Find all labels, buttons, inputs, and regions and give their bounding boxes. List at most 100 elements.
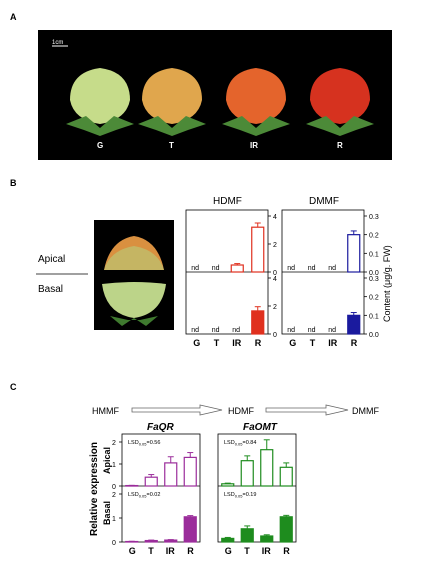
fruit-sepals <box>306 116 374 136</box>
y-tick-label: 4 <box>273 276 277 283</box>
nd-label: nd <box>287 327 295 334</box>
y-tick-label: 1 <box>112 516 116 523</box>
bar-IR <box>164 539 178 543</box>
panel-a-photo: 1cm G T IR R <box>38 30 392 160</box>
nd-label: nd <box>191 265 199 272</box>
x-label-R: R <box>187 546 194 556</box>
fruit-T: T <box>138 68 206 150</box>
x-label-R: R <box>255 338 262 348</box>
fruit-sepals <box>222 116 290 136</box>
y-tick-label: 2 <box>112 440 116 447</box>
row-basal: 0 1 2 LSD0.05=0.02 <box>112 492 197 547</box>
scale-bar-label: 1cm <box>52 40 63 46</box>
fruit-IR: IR <box>222 68 290 150</box>
bar-R <box>279 466 293 487</box>
chart-dmmf: DMMF 0.0 0.1 0.2 0.3 nd nd nd 0.0 0.1 0.2 0.3 nd nd nd… <box>281 196 379 348</box>
lsd-subscript: 0.05 <box>235 442 244 447</box>
x-label-R: R <box>283 546 290 556</box>
bar-R <box>279 516 293 543</box>
panel-c-letter: C <box>10 382 17 392</box>
panel-b-photo <box>94 220 174 330</box>
x-label-IR: IR <box>232 338 242 348</box>
fruit-body <box>142 68 202 124</box>
b-row-label-basal: Basal <box>38 284 63 295</box>
x-label-G: G <box>225 546 232 556</box>
pathway: HMMF HDMF DMMF <box>92 404 379 416</box>
bar-R <box>347 314 361 335</box>
y-tick-label: 0 <box>112 484 116 491</box>
y-tick-label: 0.3 <box>369 214 379 221</box>
y-tick-label: 2 <box>112 492 116 499</box>
y-tick-label: 4 <box>273 214 277 221</box>
fruit-body <box>310 68 370 124</box>
chart-hdmf: HDMF 0 2 4 nd nd 0 2 4 nd nd nd G T IR R <box>185 196 277 348</box>
y-tick-label: 2 <box>273 304 277 311</box>
b-y-axis-label: Content (μg/g. FW) <box>382 245 392 322</box>
pathway-step-1: HMMF <box>92 406 119 416</box>
x-label-T: T <box>310 338 316 348</box>
y-tick-label: 0.2 <box>369 295 379 302</box>
lsd-value: =0.19 <box>243 492 257 498</box>
bar-R <box>251 310 265 335</box>
y-tick-label: 0.3 <box>369 276 379 283</box>
y-tick-label: 0.2 <box>369 233 379 240</box>
fruit-body <box>226 68 286 124</box>
panel-a-letter: A <box>10 12 17 22</box>
pathway-step-3: DMMF <box>352 406 379 416</box>
pathway-step-2: HDMF <box>228 406 254 416</box>
y-tick-label: 0.1 <box>369 251 379 258</box>
bar-R <box>251 226 265 273</box>
row-apical: 0.0 0.1 0.2 0.3 nd nd nd <box>287 214 379 277</box>
fruit-R: R <box>306 68 374 150</box>
fruit-sepals <box>138 116 206 136</box>
stage-label-IR: IR <box>250 141 258 150</box>
bar-IR <box>230 264 244 273</box>
row-basal: 0.0 0.1 0.2 0.3 nd nd nd <box>287 276 379 339</box>
nd-label: nd <box>328 265 336 272</box>
x-label-T: T <box>214 338 220 348</box>
fruit-row: G T IR R <box>66 68 374 150</box>
y-tick-label: 0.0 <box>369 270 379 277</box>
apical-fruit-shade <box>104 246 164 270</box>
nd-label: nd <box>328 327 336 334</box>
basal-fruit-sepals <box>110 316 158 326</box>
gene-title: FaQR <box>147 422 174 433</box>
y-tick-label: 2 <box>273 242 277 249</box>
lsd-value: =0.84 <box>243 440 257 446</box>
nd-label: nd <box>308 265 316 272</box>
x-label-T: T <box>244 546 250 556</box>
row-basal: LSD0.05=0.19 <box>221 492 293 543</box>
nd-label: nd <box>212 327 220 334</box>
basal-fruit-half <box>102 282 166 318</box>
c-y-axis-label: Relative expression <box>89 442 100 536</box>
bar-IR <box>260 449 274 487</box>
bar-G <box>221 537 235 543</box>
x-label-G: G <box>289 338 296 348</box>
x-label-IR: IR <box>328 338 338 348</box>
nd-label: nd <box>212 265 220 272</box>
bar-T <box>240 528 254 543</box>
c-row-label-basal: Basal <box>102 501 112 525</box>
lsd-subscript: 0.05 <box>235 494 244 499</box>
lsd-subscript: 0.05 <box>139 494 148 499</box>
nd-label: nd <box>232 327 240 334</box>
lsd-value: =0.56 <box>147 440 161 446</box>
pathway-arrow-1 <box>131 404 223 416</box>
nd-label: nd <box>308 327 316 334</box>
x-label-G: G <box>129 546 136 556</box>
c-row-label-apical: Apical <box>102 447 112 474</box>
y-tick-label: 1 <box>112 462 116 469</box>
lsd-annotation: LSD0.05=0.02 <box>128 492 160 499</box>
bar-G <box>221 483 235 487</box>
lsd-annotation: LSD0.05=0.56 <box>128 440 160 447</box>
gene-title: FaOMT <box>243 422 278 433</box>
nd-label: nd <box>287 265 295 272</box>
chart-faomt: FaOMT LSD0.05=0.84 LSD0.05=0.19 G T IR R <box>217 422 297 556</box>
bar-R <box>183 516 197 543</box>
bar-T <box>240 460 254 487</box>
row-basal: 0 2 4 nd nd nd <box>191 276 277 339</box>
lsd-annotation: LSD0.05=0.84 <box>224 440 256 447</box>
lsd-subscript: 0.05 <box>139 442 148 447</box>
